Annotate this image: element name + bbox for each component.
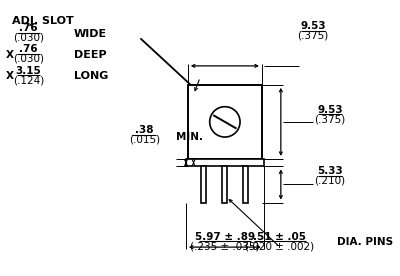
Text: MIN.: MIN. <box>176 132 202 142</box>
Text: .76: .76 <box>19 23 38 33</box>
Bar <box>188 85 262 159</box>
Text: 3.15: 3.15 <box>16 66 41 76</box>
Text: (.375): (.375) <box>314 114 346 124</box>
Text: (.015): (.015) <box>129 135 160 145</box>
Text: (.124): (.124) <box>13 75 44 85</box>
Text: (.030): (.030) <box>13 53 44 63</box>
Text: 5.97 ± .89: 5.97 ± .89 <box>195 232 255 242</box>
Text: 9.53: 9.53 <box>300 21 326 31</box>
Text: 5.33: 5.33 <box>317 166 343 176</box>
Text: (.020 ± .002): (.020 ± .002) <box>245 241 314 251</box>
Text: WIDE: WIDE <box>74 29 107 39</box>
Text: .76: .76 <box>19 44 38 54</box>
Bar <box>201 166 206 203</box>
Text: ADJ. SLOT: ADJ. SLOT <box>12 16 74 26</box>
Text: (.030): (.030) <box>13 32 44 43</box>
Text: .51 ± .05: .51 ± .05 <box>253 232 306 242</box>
Text: LONG: LONG <box>74 71 108 81</box>
Bar <box>186 159 264 166</box>
Text: (.235 ± .035): (.235 ± .035) <box>190 241 260 251</box>
Text: (.210): (.210) <box>315 176 346 186</box>
Bar <box>243 166 248 203</box>
Text: 9.53: 9.53 <box>317 105 343 115</box>
Bar <box>222 166 227 203</box>
Text: X: X <box>6 49 14 60</box>
Circle shape <box>210 107 240 137</box>
Text: DEEP: DEEP <box>74 49 107 60</box>
Text: (.375): (.375) <box>298 31 329 41</box>
Text: X: X <box>6 71 14 81</box>
Text: DIA. PINS: DIA. PINS <box>337 237 393 247</box>
Text: .38: .38 <box>135 125 154 136</box>
